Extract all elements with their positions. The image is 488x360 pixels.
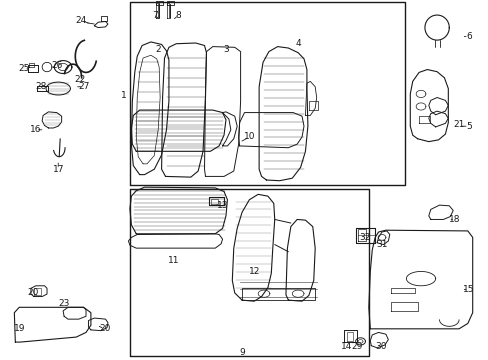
Text: 1: 1 — [121, 91, 126, 100]
Text: 20: 20 — [28, 288, 39, 297]
Text: 15: 15 — [462, 285, 473, 294]
Text: 30: 30 — [374, 342, 386, 351]
Text: 11: 11 — [168, 256, 179, 265]
Text: 12: 12 — [248, 267, 260, 276]
Text: 2: 2 — [155, 45, 161, 54]
Text: 17: 17 — [52, 165, 64, 174]
Text: 29: 29 — [350, 342, 362, 351]
Text: 5: 5 — [465, 122, 471, 131]
Text: 14: 14 — [341, 342, 352, 351]
Text: 21: 21 — [452, 120, 464, 129]
Text: 3: 3 — [223, 45, 228, 54]
Text: 6: 6 — [465, 32, 471, 41]
Text: 26: 26 — [51, 61, 62, 70]
Text: 13: 13 — [216, 201, 228, 210]
Text: 24: 24 — [75, 16, 86, 25]
Text: 23: 23 — [58, 299, 70, 308]
Text: 28: 28 — [35, 82, 46, 91]
Text: 10: 10 — [243, 132, 255, 141]
Text: 19: 19 — [15, 324, 26, 333]
Text: 25: 25 — [19, 64, 30, 73]
Text: 9: 9 — [239, 348, 244, 357]
Text: 7: 7 — [152, 10, 157, 19]
Text: 27: 27 — [78, 82, 89, 91]
Text: 20: 20 — [99, 324, 110, 333]
Text: 22: 22 — [74, 75, 85, 84]
Text: 16: 16 — [30, 125, 41, 134]
Text: 32: 32 — [359, 233, 370, 242]
Text: 8: 8 — [176, 10, 181, 19]
Text: 18: 18 — [448, 215, 460, 224]
Text: 31: 31 — [375, 240, 387, 249]
Text: 4: 4 — [295, 39, 300, 48]
